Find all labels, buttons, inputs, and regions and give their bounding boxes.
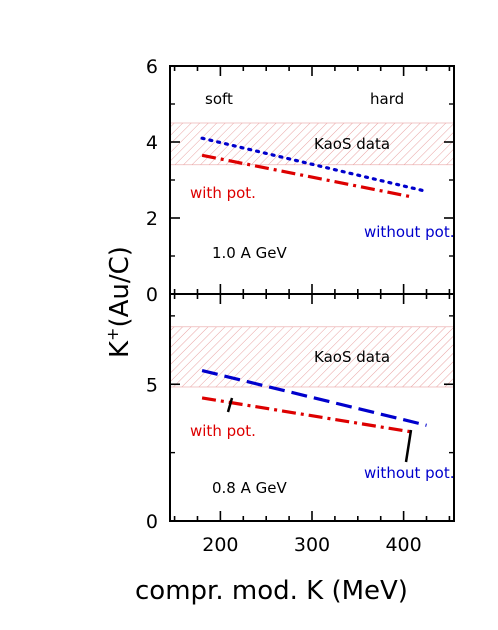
- y-axis-title: K+(Au/C): [103, 246, 135, 358]
- bottom-without-pot-pointer: [404, 429, 413, 463]
- top-band: [169, 122, 455, 166]
- bottom-without-pot-label: without pot.: [364, 464, 455, 482]
- y-axis-title-rest: (Au/C): [105, 246, 135, 327]
- x-axis-title: compr. mod. K (MeV): [135, 576, 408, 606]
- top-energy-label: 1.0 A GeV: [212, 244, 288, 262]
- y-axis-title-sup: +: [103, 328, 122, 341]
- top-without-pot-label: without pot.: [364, 223, 455, 241]
- bottom-with-pot-label: with pot.: [190, 422, 256, 440]
- bottom-panel: 0 5 200 300 400 KaoS data with pot. without …: [146, 293, 455, 556]
- bottom-with-pot-pointer: [226, 397, 234, 413]
- top-series-without-pot: [200, 136, 429, 193]
- bottom-band: [169, 326, 455, 388]
- bottom-band-label: KaoS data: [314, 348, 390, 366]
- top-y-tick-label: 2: [146, 208, 158, 230]
- bottom-energy-label: 0.8 A GeV: [212, 479, 288, 497]
- top-y-tick-label: 0: [146, 284, 158, 306]
- bottom-series-with-pot: [201, 396, 414, 434]
- bottom-y-tick-label: 0: [146, 511, 158, 533]
- top-panel: 0 2 4 6 KaoS data soft hard with pot. witho…: [146, 56, 455, 306]
- bottom-y-tick-label: 5: [146, 374, 158, 396]
- x-tick-label: 300: [294, 534, 330, 556]
- top-y-tick-label: 6: [146, 56, 158, 78]
- top-with-pot-label: with pot.: [190, 184, 256, 202]
- top-band-label: KaoS data: [314, 135, 390, 153]
- label-hard: hard: [370, 90, 404, 108]
- top-y-tick-label: 4: [146, 132, 158, 154]
- top-series-with-pot: [201, 153, 414, 199]
- x-tick-label: 200: [202, 534, 238, 556]
- y-axis-title-main: K: [105, 340, 135, 358]
- x-tick-label: 400: [385, 534, 421, 556]
- label-soft: soft: [205, 90, 233, 108]
- bottom-series-without-pot: [201, 369, 427, 427]
